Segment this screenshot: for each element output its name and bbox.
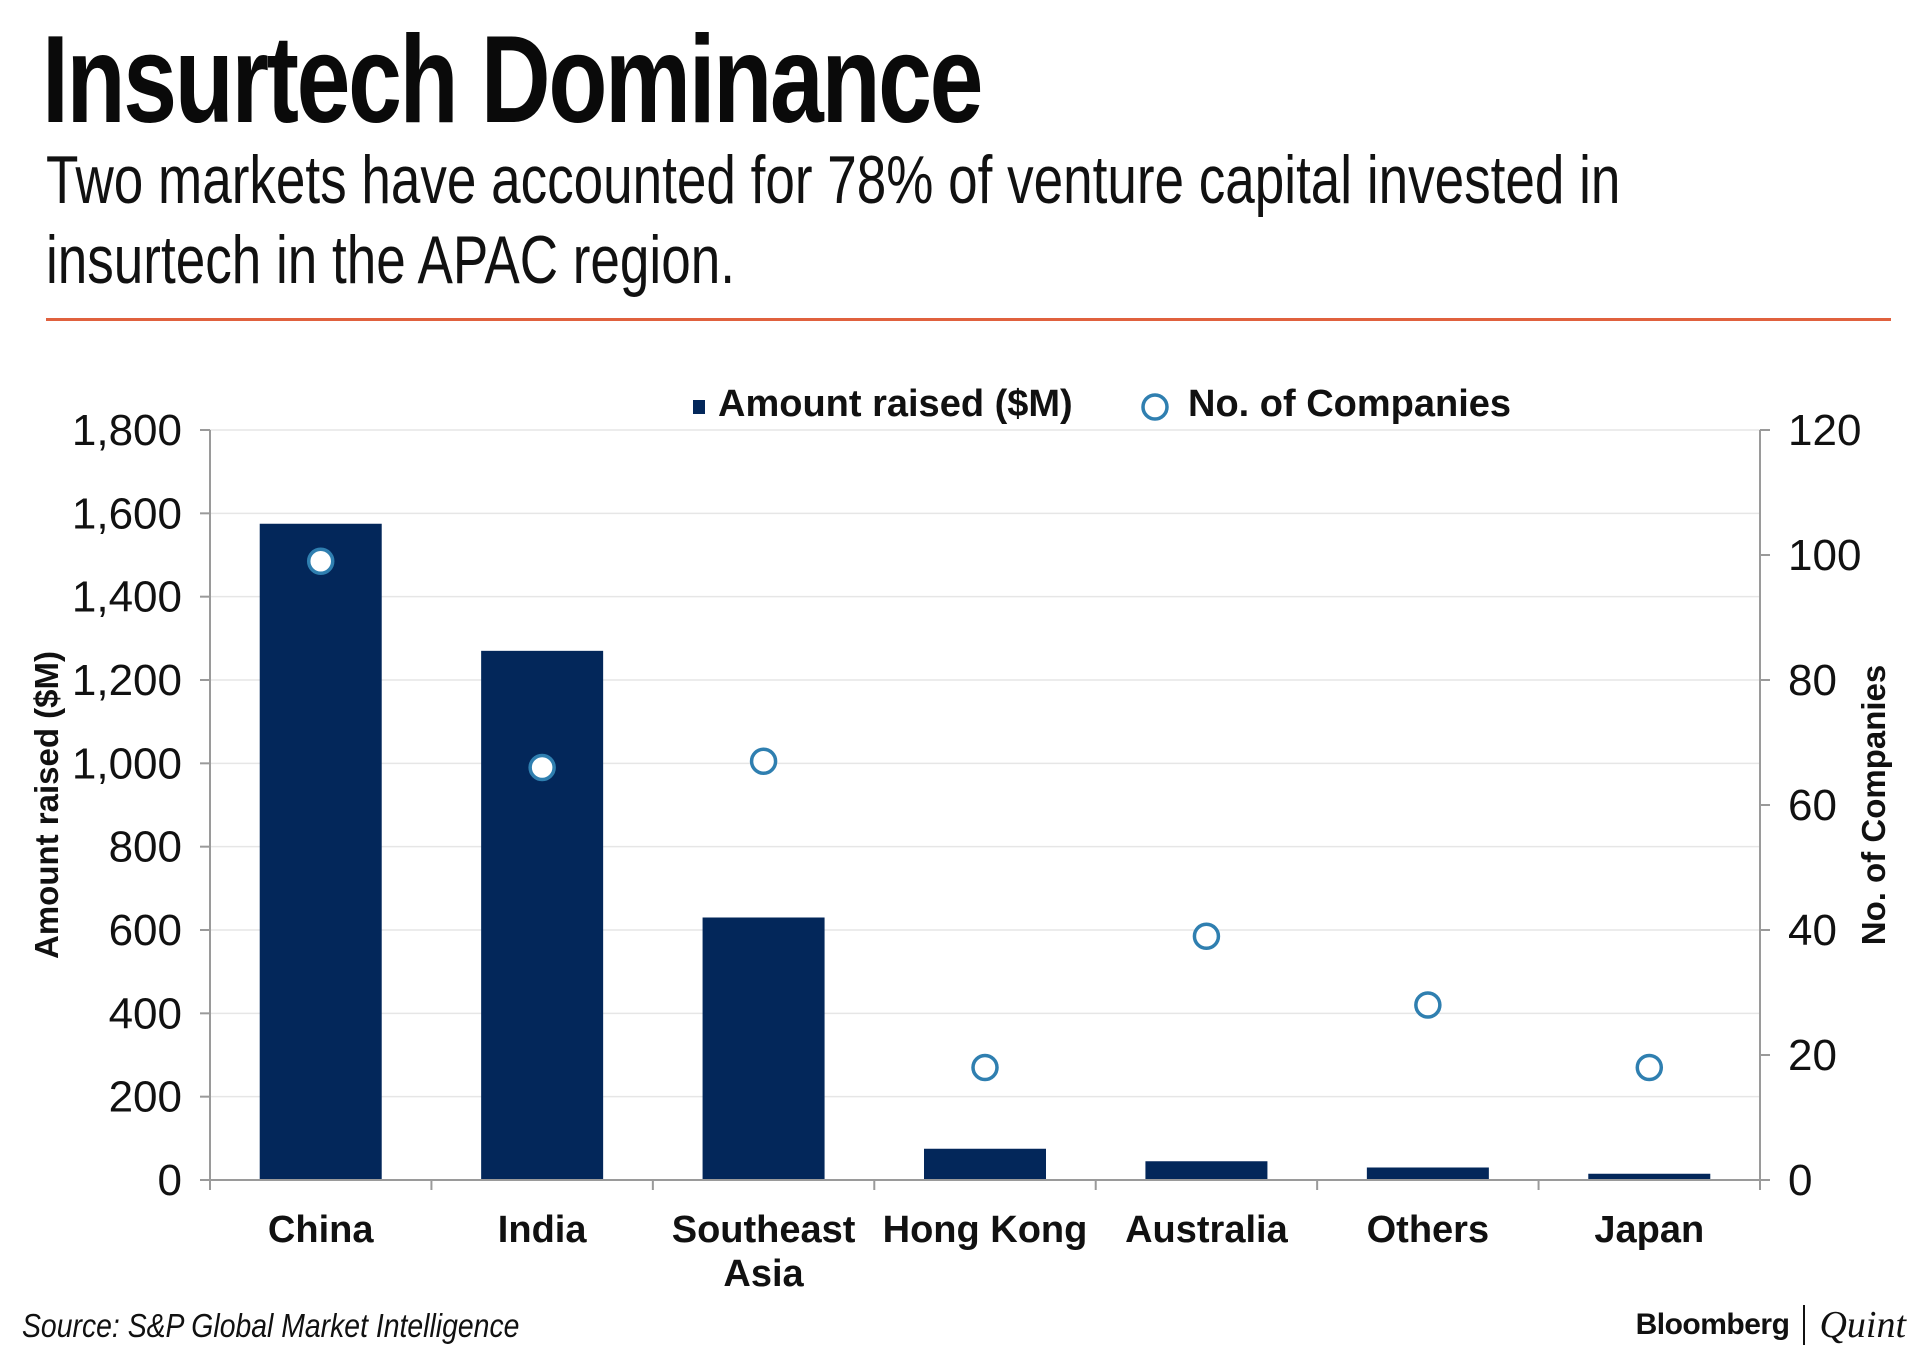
legend-marker-swatch [1141,393,1169,421]
y-left-tick-label: 0 [158,1156,182,1205]
bar-china [259,523,382,1180]
bar-others [1366,1167,1489,1180]
x-tick-label: Southeast Asia [672,1209,856,1295]
marker-australia [1192,922,1221,950]
x-tick-label: China [268,1209,374,1251]
y-right-tick-label: 20 [1788,1031,1837,1080]
brand-primary: Bloomberg [1635,1308,1790,1341]
y-right-tick-label: 120 [1788,406,1861,455]
chart-subtitle: Two markets have accounted for 78% of ve… [46,142,1621,298]
axes [200,429,1770,1190]
legend-bar-label: Amount raised ($M) [718,383,1073,425]
y-left-tick-label: 1,600 [72,489,182,538]
chart-title: Insurtech Dominance [42,11,983,149]
x-tick-label: Japan [1594,1209,1704,1251]
y-right-tick-label: 80 [1788,656,1837,705]
bar-australia [1145,1161,1268,1180]
gridlines [210,429,1760,1098]
brand-secondary: Quint [1819,1304,1906,1346]
x-tick-label: Hong Kong [883,1209,1088,1251]
marker-southeast-asia [749,747,778,775]
marker-china [306,547,335,575]
bar-series [259,523,1711,1180]
bar-hong-kong [924,1148,1046,1180]
x-tick-label-line: Southeast [672,1209,856,1251]
marker-series [306,547,1664,1082]
x-tick-label-line: India [498,1209,588,1251]
marker-india [528,753,556,782]
x-tick-label-line: China [268,1209,374,1251]
y-left-tick-label: 200 [109,1073,182,1122]
legend-marker-label: No. of Companies [1188,383,1511,425]
y-left-tick-label: 400 [109,989,182,1038]
x-tick-label-line: Hong Kong [883,1209,1088,1251]
title-divider [46,318,1891,321]
axis-labels: 0 200 400 600 800 1,000 1,200 1,400 1,600 1,800 0 2… [28,406,1892,1295]
y-right-tick-label: 60 [1788,781,1837,830]
y-left-tick-label: 800 [109,823,182,872]
legend: Amount raised ($M) No. of Companies [693,383,1511,425]
y-right-tick-label: 100 [1788,531,1861,580]
marker-hong-kong [971,1053,999,1082]
source-note: Source: S&P Global Market Intelligence [22,1307,520,1344]
legend-bar-swatch [693,400,705,414]
x-tick-label-line: Japan [1594,1209,1704,1251]
marker-others [1414,991,1442,1019]
y-right-tick-label: 40 [1788,906,1837,955]
y-left-tick-label: 1,000 [72,739,182,788]
bar-india [481,650,604,1180]
y-left-tick-label: 1,200 [72,656,182,705]
x-tick-label: Others [1367,1209,1489,1251]
y-left-tick-label: 1,400 [72,573,182,622]
brand-separator [1803,1305,1806,1345]
y-left-axis-title: Amount raised ($M) [28,651,65,959]
brand-logo: Bloomberg Quint [1636,1303,1906,1347]
y-right-axis-title: No. of Companies [1855,665,1892,946]
y-left-tick-label: 600 [109,906,182,955]
x-tick-label-line: Others [1367,1209,1489,1251]
x-tick-label: India [498,1209,588,1251]
x-tick-label-line: Australia [1125,1209,1288,1251]
x-tick-label-line: Asia [723,1253,804,1295]
bar-japan [1588,1173,1711,1180]
y-right-tick-label: 0 [1788,1156,1812,1205]
bar-southeast-asia [702,917,825,1180]
x-tick-label: Australia [1125,1209,1288,1251]
y-left-tick-label: 1,800 [72,406,182,455]
marker-japan [1635,1053,1664,1082]
